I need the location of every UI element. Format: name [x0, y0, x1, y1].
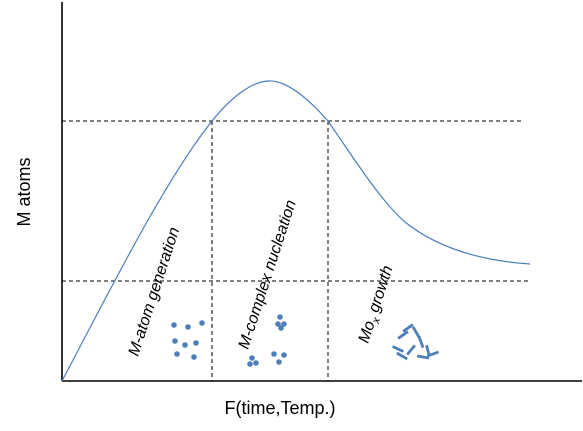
growth-label-subscript: x	[370, 316, 384, 326]
x-axis-label: F(time,Temp.)	[224, 398, 335, 418]
region-label-growth: Mox growth	[356, 264, 400, 347]
atom-clusters-icon	[247, 314, 287, 367]
y-axis-label: M atoms	[14, 157, 34, 226]
crystal-rods-icon	[391, 323, 440, 361]
region-label-complex-nucleation: M-complex nucleation	[236, 198, 300, 351]
concentration-curve	[61, 80, 531, 382]
growth-label-main: Mo	[356, 319, 379, 345]
growth-label-rest: growth	[364, 264, 396, 319]
scattered-atoms-icon	[171, 320, 205, 360]
